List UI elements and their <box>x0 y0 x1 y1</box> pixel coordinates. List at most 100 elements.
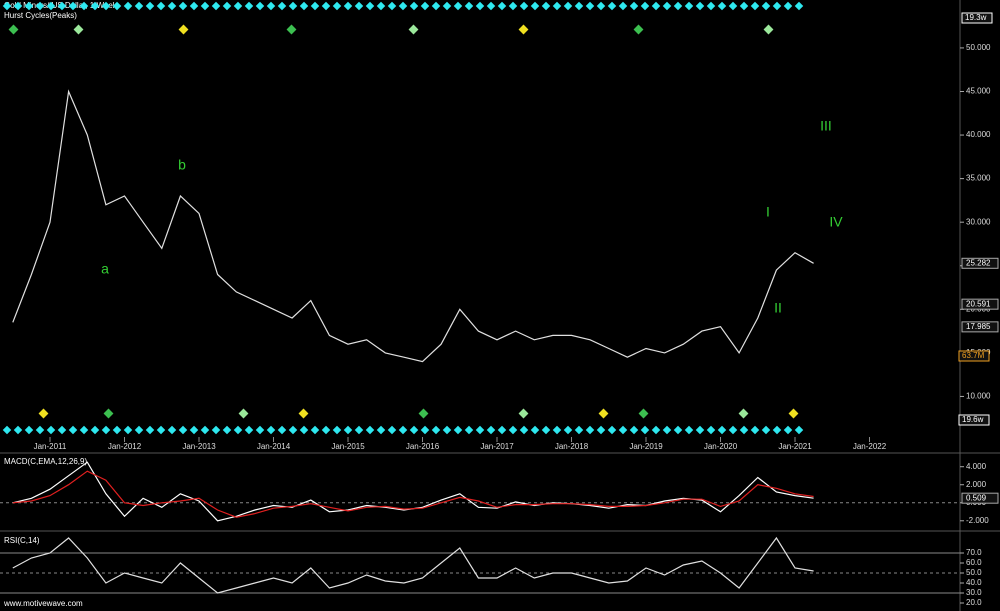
cycle-label: 19.6w <box>962 415 984 424</box>
cycle-marker <box>783 425 793 435</box>
price-label-box <box>961 257 999 269</box>
y-tick-label: -2.000 <box>966 516 989 525</box>
cycle-marker <box>354 425 364 435</box>
wave-label: a <box>101 261 109 277</box>
cycle-marker <box>794 425 804 435</box>
y-tick-label: 10.000 <box>966 392 991 401</box>
series-line <box>12 89 814 363</box>
cycle-marker <box>238 408 249 419</box>
cycle-marker <box>266 1 276 11</box>
cycle-marker <box>46 1 56 11</box>
cycle-marker <box>552 425 562 435</box>
cycle-marker <box>585 425 595 435</box>
y-tick-label: 40.0 <box>966 578 982 587</box>
wave-label: III <box>820 118 832 134</box>
cycle-marker <box>288 1 298 11</box>
cycle-marker <box>266 425 276 435</box>
cycle-marker <box>684 425 694 435</box>
cycle-marker <box>598 408 609 419</box>
cycle-marker <box>518 24 529 35</box>
cycle-marker <box>763 24 774 35</box>
cycle-marker <box>464 1 474 11</box>
cycle-label-box <box>958 414 990 426</box>
cycle-marker <box>134 425 144 435</box>
x-tick-label: Jan-2012 <box>108 442 142 451</box>
price-label: 20.591 <box>966 299 991 308</box>
cycle-label: 19.3w <box>965 13 987 22</box>
cycle-marker <box>8 24 19 35</box>
cycle-marker <box>68 425 78 435</box>
cycle-marker <box>332 425 342 435</box>
cycle-marker <box>277 1 287 11</box>
x-tick-label: Jan-2018 <box>555 442 589 451</box>
cycle-marker <box>486 425 496 435</box>
price-label-box <box>961 321 999 333</box>
cycle-marker <box>376 425 386 435</box>
cycle-marker <box>145 425 155 435</box>
cycle-marker <box>233 425 243 435</box>
cycle-marker <box>24 425 34 435</box>
cycle-marker <box>651 425 661 435</box>
cycle-marker <box>387 1 397 11</box>
chart-subtitle: Hurst Cycles(Peaks) <box>4 11 77 20</box>
y-tick-label: 60.0 <box>966 558 982 567</box>
y-tick-label: 2.000 <box>966 480 987 489</box>
cycle-marker <box>321 1 331 11</box>
cycle-marker <box>310 1 320 11</box>
cycle-marker <box>673 425 683 435</box>
cycle-marker <box>717 425 727 435</box>
cycle-marker <box>464 425 474 435</box>
cycle-marker <box>739 425 749 435</box>
cycle-marker <box>35 1 45 11</box>
y-tick-label: 4.000 <box>966 462 987 471</box>
cycle-marker <box>178 425 188 435</box>
x-tick-label: Jan-2020 <box>704 442 738 451</box>
wave-label: I <box>766 204 770 220</box>
y-tick-label: 40.000 <box>966 130 991 139</box>
cycle-marker <box>178 24 189 35</box>
y-tick-label: 30.0 <box>966 588 982 597</box>
x-tick-label: Jan-2015 <box>331 442 365 451</box>
cycle-marker <box>310 425 320 435</box>
x-tick-label: Jan-2021 <box>778 442 812 451</box>
cycle-marker <box>365 1 375 11</box>
cycle-marker <box>633 24 644 35</box>
cycle-marker <box>332 1 342 11</box>
cycle-marker <box>750 425 760 435</box>
cycle-marker <box>508 425 518 435</box>
cycle-marker <box>354 1 364 11</box>
cycle-marker <box>475 1 485 11</box>
y-tick-label: 35.000 <box>966 174 991 183</box>
cycle-marker <box>519 425 529 435</box>
cycle-marker <box>211 425 221 435</box>
cycle-marker <box>442 425 452 435</box>
cycle-marker <box>728 425 738 435</box>
cycle-marker <box>398 1 408 11</box>
cycle-marker <box>486 1 496 11</box>
cycle-marker <box>409 425 419 435</box>
cycle-marker <box>365 425 375 435</box>
cycle-marker <box>299 1 309 11</box>
cycle-marker <box>409 1 419 11</box>
cycle-marker <box>640 425 650 435</box>
cycle-marker <box>453 425 463 435</box>
cycle-marker <box>167 425 177 435</box>
cycle-marker <box>244 425 254 435</box>
cycle-marker <box>387 425 397 435</box>
wave-label: IV <box>829 214 843 230</box>
cycle-marker <box>298 408 309 419</box>
cycle-marker <box>156 425 166 435</box>
cycle-marker <box>497 1 507 11</box>
series-line <box>12 536 814 594</box>
macd-title: MACD(C,EMA,12,26,9) <box>4 457 87 466</box>
y-tick-label: 20.0 <box>966 598 982 607</box>
cycle-marker <box>2 425 12 435</box>
cycle-marker <box>376 1 386 11</box>
cycle-marker <box>277 425 287 435</box>
cycle-marker <box>46 425 56 435</box>
cycle-marker <box>638 408 649 419</box>
cycle-marker <box>255 425 265 435</box>
y-tick-label: 45.000 <box>966 87 991 96</box>
